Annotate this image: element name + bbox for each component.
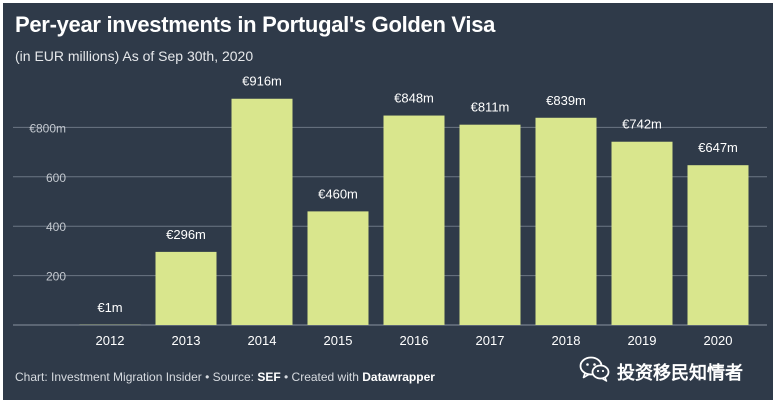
data-label: €916m (242, 74, 282, 89)
data-label: €647m (698, 140, 738, 155)
data-labels: €1m €296m €916m €460m €848m €811m €839m €742m €6… (97, 74, 738, 315)
data-label: €1m (97, 300, 122, 315)
x-tick-label: 2016 (400, 333, 429, 348)
x-tick-label: 2020 (704, 333, 733, 348)
y-tick-label: €800m (29, 121, 66, 135)
bar (687, 165, 749, 325)
bar (611, 141, 673, 325)
data-label: €811m (471, 100, 510, 115)
x-axis-ticks: 2012 2013 2014 2015 2016 2017 2018 2019 2020 (96, 333, 733, 348)
y-tick-label: 400 (46, 220, 66, 234)
data-label: €460m (318, 186, 358, 201)
data-label: €742m (622, 117, 662, 132)
x-tick-label: 2019 (628, 333, 657, 348)
x-tick-label: 2017 (476, 333, 505, 348)
data-label: €839m (546, 93, 586, 108)
x-tick-label: 2012 (96, 333, 125, 348)
chart-card: Per-year investments in Portugal's Golde… (3, 3, 773, 400)
y-tick-label: 200 (46, 270, 66, 284)
bar (459, 124, 521, 325)
bar (307, 211, 369, 325)
x-tick-label: 2018 (552, 333, 581, 348)
watermark-text: 投资移民知情者 (617, 362, 743, 384)
footer-created-with: • Created with (280, 370, 363, 384)
data-label: €848m (394, 91, 434, 106)
chart-subtitle: (in EUR millions) As of Sep 30th, 2020 (15, 48, 254, 64)
wechat-icon (579, 355, 611, 388)
y-axis-ticks: 200 400 600 €800m (29, 121, 66, 283)
bars (79, 98, 749, 325)
bar (383, 115, 445, 325)
data-label: €296m (166, 227, 206, 242)
watermark: 投资移民知情者 (579, 355, 743, 388)
bar-chart: €1m €296m €916m €460m €848m €811m €839m €742m €6… (13, 74, 767, 348)
chart-footer: Chart: Investment Migration Insider • So… (15, 370, 435, 384)
x-tick-label: 2014 (248, 333, 277, 348)
x-tick-label: 2013 (172, 333, 201, 348)
footer-source-link[interactable]: SEF (257, 370, 281, 384)
bar (155, 251, 217, 325)
y-tick-label: 600 (46, 171, 66, 185)
bar (535, 117, 597, 325)
footer-tool-link[interactable]: Datawrapper (362, 370, 435, 384)
bar (231, 98, 293, 325)
x-tick-label: 2015 (324, 333, 353, 348)
footer-credit: Chart: Investment Migration Insider • So… (15, 370, 258, 384)
chart-title: Per-year investments in Portugal's Golde… (15, 12, 496, 37)
